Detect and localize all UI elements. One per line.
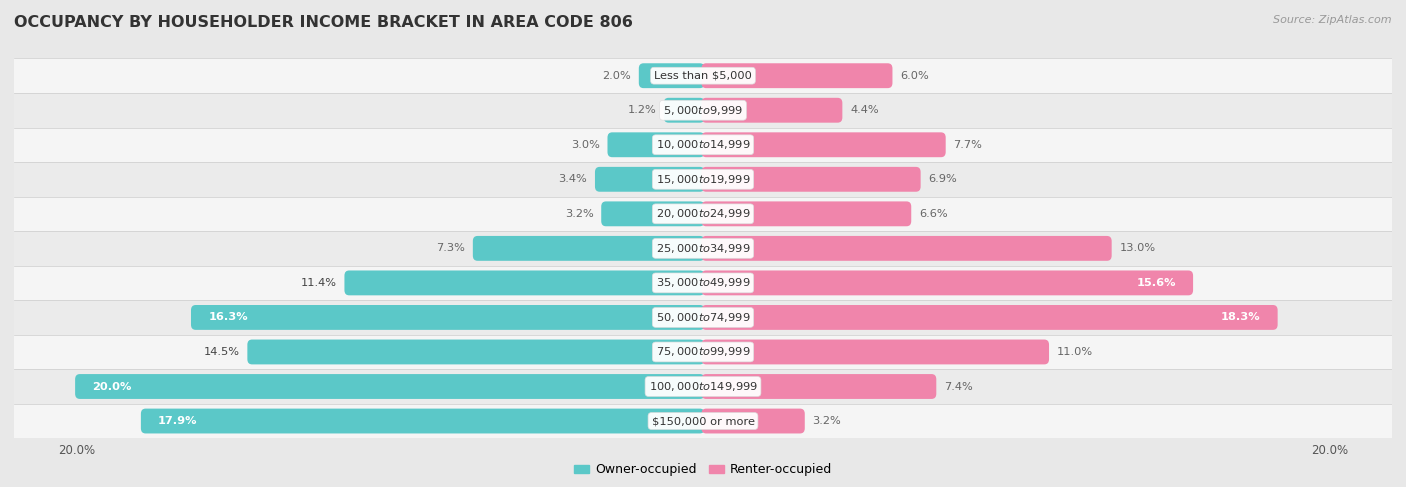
Text: $5,000 to $9,999: $5,000 to $9,999	[664, 104, 742, 117]
Text: 7.4%: 7.4%	[945, 381, 973, 392]
Text: $50,000 to $74,999: $50,000 to $74,999	[655, 311, 751, 324]
FancyBboxPatch shape	[14, 197, 1392, 231]
Text: 13.0%: 13.0%	[1119, 244, 1156, 253]
Text: $20,000 to $24,999: $20,000 to $24,999	[655, 207, 751, 220]
Text: 16.3%: 16.3%	[208, 313, 247, 322]
FancyBboxPatch shape	[664, 98, 704, 123]
FancyBboxPatch shape	[14, 300, 1392, 335]
Text: 7.3%: 7.3%	[436, 244, 465, 253]
Text: 2.0%: 2.0%	[602, 71, 631, 81]
FancyBboxPatch shape	[702, 374, 936, 399]
Text: $75,000 to $99,999: $75,000 to $99,999	[655, 345, 751, 358]
Text: 20.0%: 20.0%	[93, 381, 132, 392]
FancyBboxPatch shape	[702, 270, 1194, 295]
Text: $15,000 to $19,999: $15,000 to $19,999	[655, 173, 751, 186]
FancyBboxPatch shape	[14, 93, 1392, 128]
Text: 3.0%: 3.0%	[571, 140, 599, 150]
Text: 11.0%: 11.0%	[1057, 347, 1092, 357]
FancyBboxPatch shape	[14, 404, 1392, 438]
FancyBboxPatch shape	[14, 231, 1392, 265]
FancyBboxPatch shape	[14, 369, 1392, 404]
FancyBboxPatch shape	[141, 409, 704, 433]
FancyBboxPatch shape	[602, 202, 704, 226]
Text: $100,000 to $149,999: $100,000 to $149,999	[648, 380, 758, 393]
FancyBboxPatch shape	[472, 236, 704, 261]
Text: 11.4%: 11.4%	[301, 278, 336, 288]
FancyBboxPatch shape	[14, 265, 1392, 300]
Text: 18.3%: 18.3%	[1220, 313, 1260, 322]
FancyBboxPatch shape	[638, 63, 704, 88]
Text: 17.9%: 17.9%	[157, 416, 198, 426]
Text: 7.7%: 7.7%	[953, 140, 983, 150]
Text: 3.2%: 3.2%	[565, 209, 593, 219]
Text: Source: ZipAtlas.com: Source: ZipAtlas.com	[1274, 15, 1392, 25]
Text: 3.4%: 3.4%	[558, 174, 588, 184]
Text: Less than $5,000: Less than $5,000	[654, 71, 752, 81]
Legend: Owner-occupied, Renter-occupied: Owner-occupied, Renter-occupied	[568, 458, 838, 482]
FancyBboxPatch shape	[75, 374, 704, 399]
FancyBboxPatch shape	[702, 132, 946, 157]
FancyBboxPatch shape	[14, 128, 1392, 162]
Text: 4.4%: 4.4%	[851, 105, 879, 115]
FancyBboxPatch shape	[702, 236, 1112, 261]
Text: OCCUPANCY BY HOUSEHOLDER INCOME BRACKET IN AREA CODE 806: OCCUPANCY BY HOUSEHOLDER INCOME BRACKET …	[14, 15, 633, 30]
Text: $35,000 to $49,999: $35,000 to $49,999	[655, 277, 751, 289]
Text: 15.6%: 15.6%	[1136, 278, 1175, 288]
Text: 6.9%: 6.9%	[928, 174, 957, 184]
Text: 14.5%: 14.5%	[204, 347, 239, 357]
FancyBboxPatch shape	[702, 305, 1278, 330]
FancyBboxPatch shape	[702, 98, 842, 123]
FancyBboxPatch shape	[247, 339, 704, 364]
Text: 6.0%: 6.0%	[900, 71, 929, 81]
Text: 1.2%: 1.2%	[627, 105, 657, 115]
FancyBboxPatch shape	[14, 335, 1392, 369]
FancyBboxPatch shape	[344, 270, 704, 295]
FancyBboxPatch shape	[14, 162, 1392, 197]
Text: $25,000 to $34,999: $25,000 to $34,999	[655, 242, 751, 255]
FancyBboxPatch shape	[595, 167, 704, 192]
FancyBboxPatch shape	[702, 63, 893, 88]
FancyBboxPatch shape	[702, 339, 1049, 364]
FancyBboxPatch shape	[607, 132, 704, 157]
Text: $150,000 or more: $150,000 or more	[651, 416, 755, 426]
FancyBboxPatch shape	[702, 167, 921, 192]
FancyBboxPatch shape	[14, 58, 1392, 93]
Text: 6.6%: 6.6%	[920, 209, 948, 219]
Text: $10,000 to $14,999: $10,000 to $14,999	[655, 138, 751, 151]
Text: 3.2%: 3.2%	[813, 416, 841, 426]
FancyBboxPatch shape	[191, 305, 704, 330]
FancyBboxPatch shape	[702, 202, 911, 226]
FancyBboxPatch shape	[702, 409, 804, 433]
